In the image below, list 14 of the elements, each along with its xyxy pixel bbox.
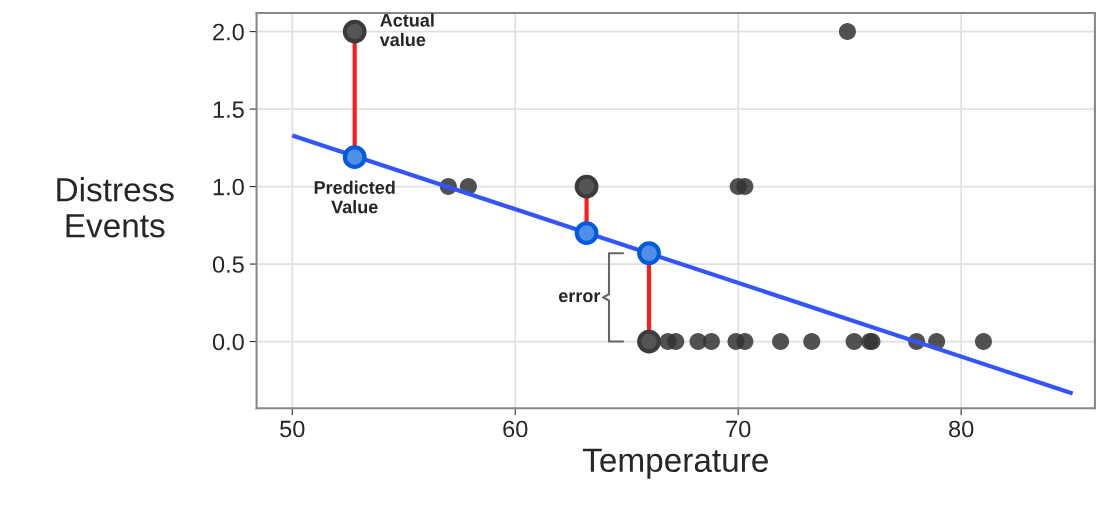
annotation: Actual value — [379, 13, 434, 47]
annotation: error — [558, 292, 601, 303]
y-tick-label: 1.5 — [213, 101, 244, 118]
y-tick-label: 0.0 — [212, 333, 244, 351]
y-tick-label: 1.0 — [213, 178, 244, 196]
y-tick-label: 2.0 — [213, 23, 244, 41]
y-tick-label: 0.5 — [212, 256, 244, 273]
x-tick-label: 60 — [503, 420, 528, 438]
x-tick-label: 70 — [726, 420, 751, 438]
x-tick-label: 80 — [949, 420, 974, 438]
annotation: Predicted Value — [314, 180, 395, 214]
x-tick-label: 50 — [280, 420, 305, 438]
x-axis-title: Temperature — [582, 448, 768, 479]
y-axis-title: Distress Events — [57, 177, 174, 238]
